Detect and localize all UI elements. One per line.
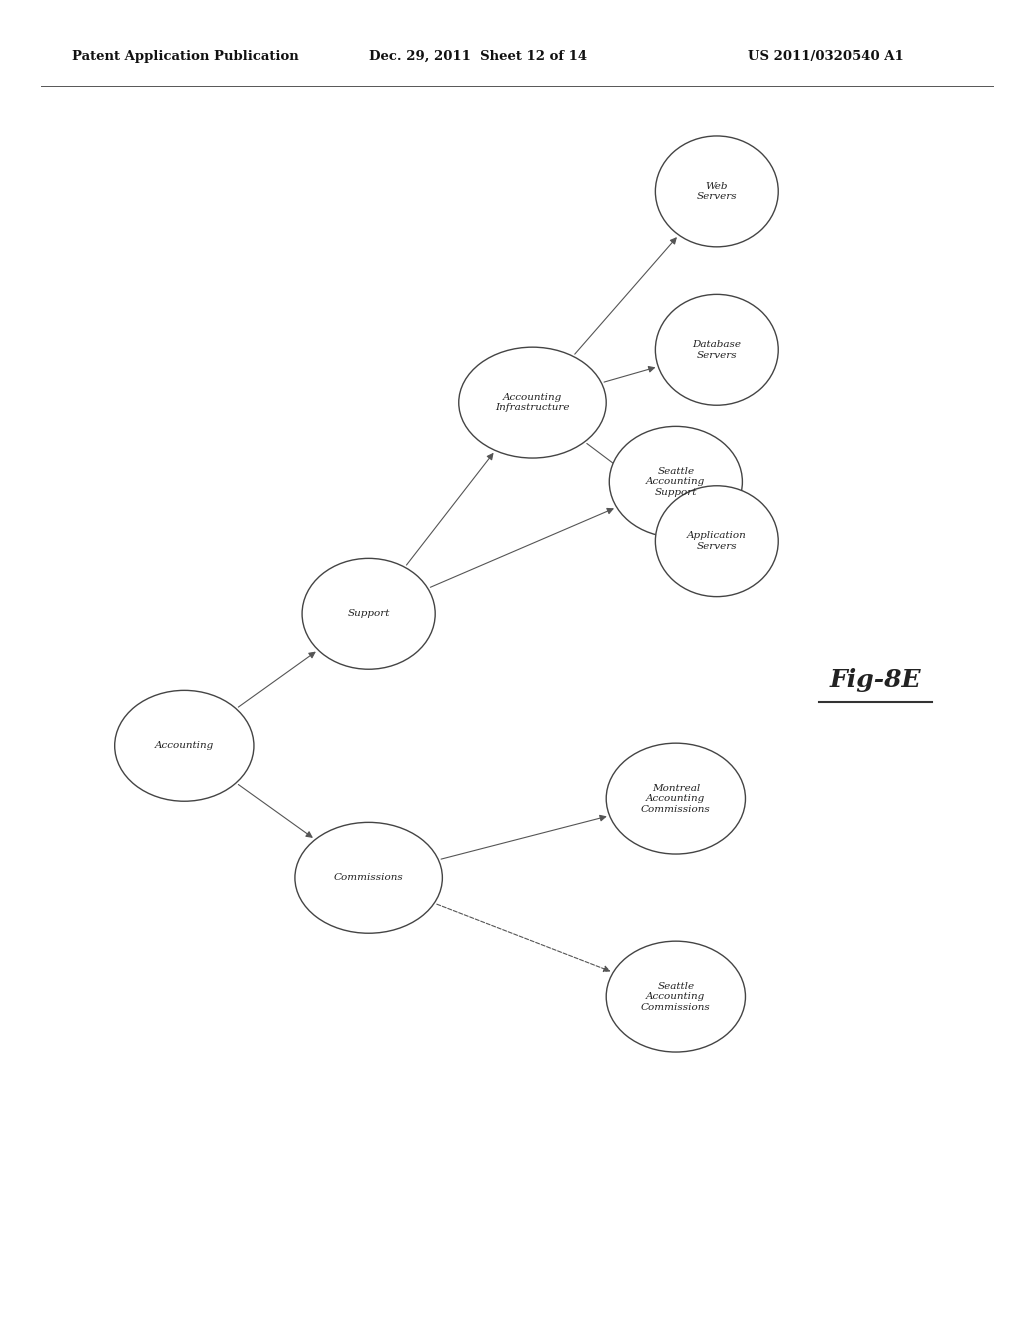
Ellipse shape [302, 558, 435, 669]
Text: Web
Servers: Web Servers [696, 182, 737, 201]
Text: Accounting: Accounting [155, 742, 214, 750]
Ellipse shape [295, 822, 442, 933]
Text: Montreal
Accounting
Commissions: Montreal Accounting Commissions [641, 784, 711, 813]
Text: Patent Application Publication: Patent Application Publication [72, 50, 298, 63]
Text: Application
Servers: Application Servers [687, 532, 746, 550]
Text: Commissions: Commissions [334, 874, 403, 882]
Text: Dec. 29, 2011  Sheet 12 of 14: Dec. 29, 2011 Sheet 12 of 14 [369, 50, 587, 63]
Ellipse shape [606, 941, 745, 1052]
Text: Support: Support [347, 610, 390, 618]
Ellipse shape [459, 347, 606, 458]
Ellipse shape [115, 690, 254, 801]
Text: Accounting
Infrastructure: Accounting Infrastructure [496, 393, 569, 412]
Ellipse shape [655, 294, 778, 405]
Ellipse shape [609, 426, 742, 537]
Text: Fig-8E: Fig-8E [829, 668, 922, 692]
Text: Seattle
Accounting
Support: Seattle Accounting Support [646, 467, 706, 496]
Ellipse shape [655, 136, 778, 247]
Text: Seattle
Accounting
Commissions: Seattle Accounting Commissions [641, 982, 711, 1011]
Ellipse shape [606, 743, 745, 854]
Text: Database
Servers: Database Servers [692, 341, 741, 359]
Text: US 2011/0320540 A1: US 2011/0320540 A1 [748, 50, 903, 63]
Ellipse shape [655, 486, 778, 597]
